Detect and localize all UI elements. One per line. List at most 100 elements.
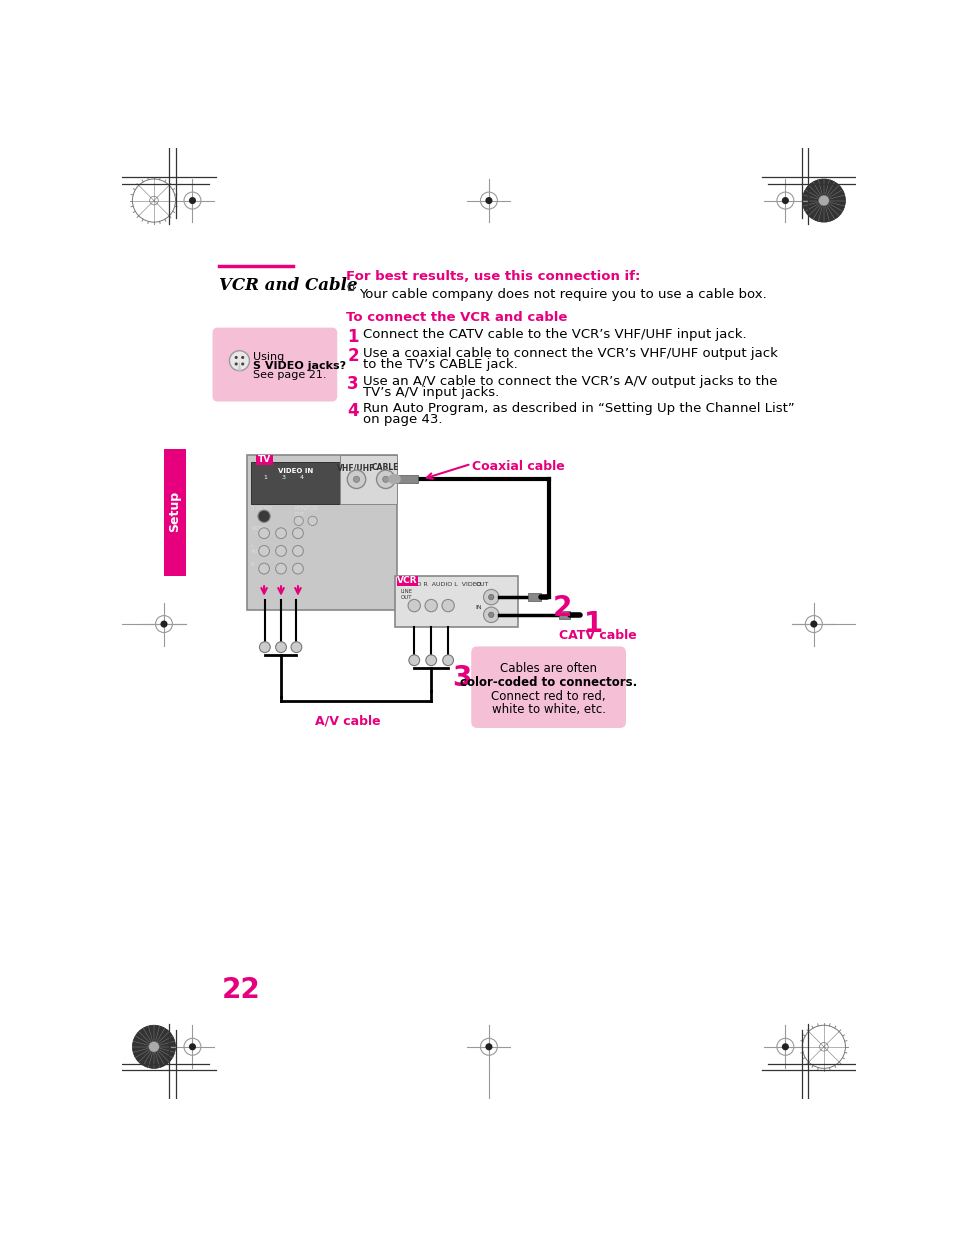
Circle shape — [275, 642, 286, 652]
Circle shape — [293, 527, 303, 538]
Text: 4: 4 — [347, 403, 358, 420]
Circle shape — [189, 1044, 195, 1050]
Circle shape — [376, 471, 395, 489]
Circle shape — [781, 198, 788, 204]
Text: 1: 1 — [347, 327, 358, 346]
Text: Use an A/V cable to connect the VCR’s A/V output jacks to the: Use an A/V cable to connect the VCR’s A/… — [362, 374, 777, 388]
Circle shape — [353, 477, 359, 483]
Circle shape — [241, 356, 244, 359]
Text: IN: IN — [476, 605, 482, 610]
Text: Using: Using — [253, 352, 283, 362]
Text: S VIDEO jacks?: S VIDEO jacks? — [253, 361, 345, 370]
Circle shape — [275, 527, 286, 538]
Text: 22: 22 — [221, 976, 260, 1004]
Text: color-coded to connectors.: color-coded to connectors. — [459, 676, 637, 689]
Circle shape — [781, 1044, 788, 1050]
Text: Run Auto Program, as described in “Setting Up the Channel List”: Run Auto Program, as described in “Setti… — [362, 403, 794, 415]
Text: MONITOR: MONITOR — [294, 506, 318, 511]
Circle shape — [382, 477, 389, 483]
Text: 3: 3 — [452, 664, 471, 692]
Text: Cables are often: Cables are often — [499, 662, 597, 674]
Circle shape — [132, 1025, 175, 1068]
Text: Coaxial cable: Coaxial cable — [472, 461, 564, 473]
Bar — [395, 577, 517, 627]
Text: on page 43.: on page 43. — [362, 414, 441, 426]
Circle shape — [234, 356, 237, 359]
FancyBboxPatch shape — [213, 327, 336, 401]
Circle shape — [234, 362, 237, 366]
Circle shape — [160, 620, 168, 627]
Bar — [164, 448, 185, 576]
Circle shape — [818, 195, 828, 206]
Circle shape — [149, 1041, 159, 1052]
Text: S VIDEO: S VIDEO — [251, 506, 273, 511]
Circle shape — [347, 471, 365, 489]
Text: CABLE: CABLE — [372, 463, 399, 472]
Bar — [348, 284, 353, 290]
Text: AUDIO: AUDIO — [251, 548, 268, 553]
Text: L: L — [251, 543, 253, 548]
Circle shape — [425, 655, 436, 666]
Text: CATV cable: CATV cable — [558, 629, 636, 642]
Bar — [255, 454, 273, 464]
Text: LINE: LINE — [400, 589, 412, 594]
Circle shape — [809, 620, 817, 627]
Text: R: R — [251, 562, 254, 567]
Circle shape — [259, 642, 270, 652]
Text: VIDEO: VIDEO — [251, 526, 267, 531]
Bar — [395, 475, 417, 483]
Text: VIDEO IN: VIDEO IN — [277, 468, 313, 474]
Circle shape — [291, 642, 301, 652]
Circle shape — [293, 563, 303, 574]
Circle shape — [258, 546, 269, 556]
Text: VCR and Cable: VCR and Cable — [219, 277, 357, 294]
Text: For best results, use this connection if:: For best results, use this connection if… — [346, 270, 640, 283]
Text: Connect the CATV cable to the VCR’s VHF/UHF input jack.: Connect the CATV cable to the VCR’s VHF/… — [362, 327, 745, 341]
Circle shape — [258, 527, 269, 538]
Text: A/V cable: A/V cable — [315, 715, 380, 727]
Circle shape — [442, 655, 453, 666]
Circle shape — [229, 351, 249, 370]
Circle shape — [275, 546, 286, 556]
Text: 4: 4 — [299, 475, 303, 480]
Circle shape — [308, 516, 317, 526]
Text: 3: 3 — [281, 475, 285, 480]
Circle shape — [241, 362, 244, 366]
Text: To connect the VCR and cable: To connect the VCR and cable — [346, 311, 567, 325]
Circle shape — [488, 594, 494, 600]
Text: 1: 1 — [583, 610, 602, 638]
Circle shape — [485, 198, 492, 204]
Text: Setup: Setup — [168, 492, 181, 532]
Text: 1: 1 — [263, 475, 267, 480]
Bar — [247, 454, 396, 610]
Circle shape — [293, 546, 303, 556]
Circle shape — [294, 516, 303, 526]
Text: Connect red to red,: Connect red to red, — [491, 689, 605, 703]
Text: to the TV’s CABLE jack.: to the TV’s CABLE jack. — [362, 358, 517, 370]
Circle shape — [483, 589, 498, 605]
Text: 2: 2 — [347, 347, 358, 364]
Text: Use a coaxial cable to connect the VCR’s VHF/UHF output jack: Use a coaxial cable to connect the VCR’s… — [362, 347, 777, 359]
Text: AUDIO R  AUDIO L  VIDEO: AUDIO R AUDIO L VIDEO — [400, 582, 481, 587]
Bar — [528, 593, 540, 601]
Text: OUT: OUT — [476, 582, 489, 587]
Circle shape — [409, 655, 419, 666]
Text: OUT: OUT — [294, 511, 305, 516]
Text: TV: TV — [257, 454, 271, 464]
Bar — [251, 462, 339, 504]
Text: 2: 2 — [552, 594, 572, 622]
Circle shape — [425, 599, 436, 611]
Wedge shape — [237, 361, 241, 370]
Bar — [339, 454, 396, 504]
Circle shape — [275, 563, 286, 574]
Text: OUT: OUT — [400, 595, 412, 600]
Text: VHF/UHF: VHF/UHF — [337, 463, 375, 472]
Text: 3: 3 — [347, 374, 358, 393]
Circle shape — [801, 179, 844, 222]
Circle shape — [257, 510, 270, 522]
Circle shape — [441, 599, 454, 611]
Text: VCR: VCR — [396, 577, 417, 585]
Text: See page 21.: See page 21. — [253, 370, 326, 380]
Circle shape — [189, 198, 195, 204]
Bar — [558, 611, 569, 619]
